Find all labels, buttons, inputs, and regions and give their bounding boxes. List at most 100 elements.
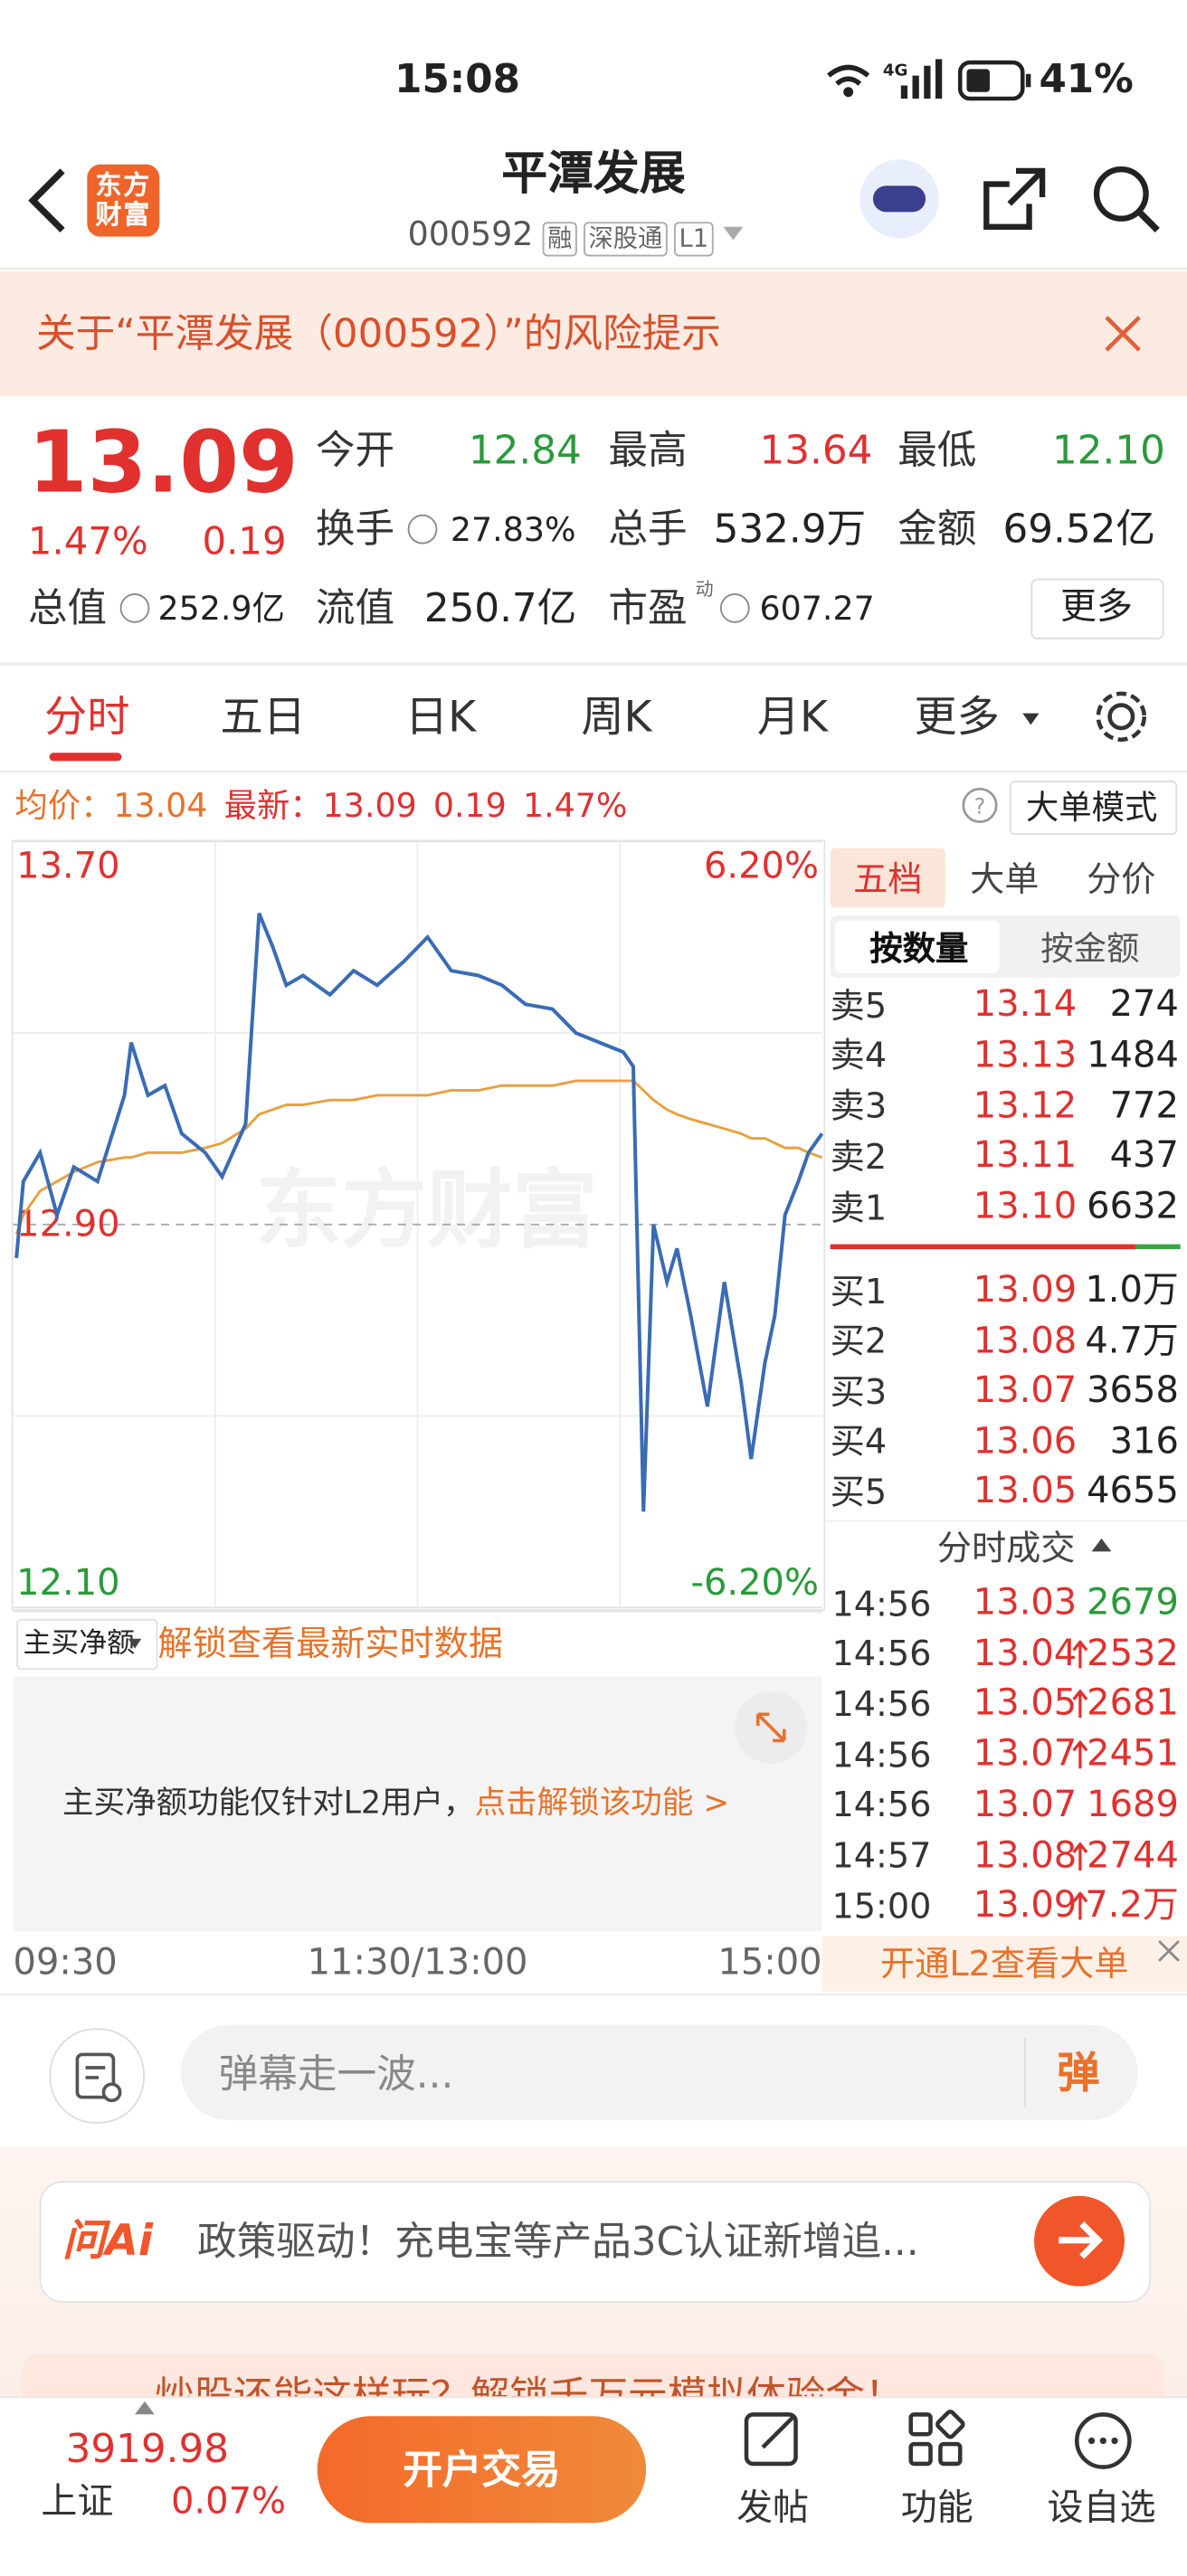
tab[interactable]: 更多: [914, 693, 1000, 743]
close-risk[interactable]: [1102, 312, 1144, 355]
trade-price: 13.09: [973, 1885, 1078, 1927]
tab[interactable]: 五日: [220, 693, 307, 743]
index-arrow: [135, 2401, 155, 2415]
y-tick-label: 12.10: [16, 1562, 119, 1604]
book-subtab[interactable]: 按金额: [1040, 928, 1140, 969]
trade-button-label[interactable]: 开户交易: [403, 2447, 561, 2494]
book-level: 买4: [830, 1422, 888, 1463]
tab-caret: [1022, 713, 1040, 725]
big-order-mode[interactable]: [1009, 781, 1178, 836]
post-icon[interactable]: [740, 2408, 806, 2474]
tag: 融: [542, 221, 577, 256]
price-line: [14, 913, 824, 1512]
ai-card[interactable]: [39, 2181, 1152, 2303]
promo-banner[interactable]: 炒股还能这样玩？解锁千万元模拟体验金！: [23, 2353, 1164, 2397]
watchlist-icon[interactable]: [1070, 2408, 1136, 2474]
more-button-label[interactable]: 更多: [1060, 586, 1134, 629]
field-value: 12.10: [1051, 427, 1165, 474]
book-level: 买3: [830, 1371, 888, 1412]
svg-text:?: ?: [974, 793, 986, 819]
book-volume: 6632: [1087, 1187, 1179, 1228]
index-pct: 0.07%: [170, 2481, 286, 2524]
search-button[interactable]: [1088, 161, 1164, 237]
trade-price: 13.03: [973, 1582, 1078, 1624]
book-price: 13.07: [973, 1370, 1078, 1413]
y-tick-label: 13.70: [16, 845, 119, 886]
y2-tick-label: 6.20%: [704, 845, 819, 886]
tag: L1: [674, 221, 714, 256]
selector-box[interactable]: [16, 1618, 158, 1671]
info-latest: 13.09: [322, 785, 417, 826]
expand-button[interactable]: [735, 1690, 808, 1764]
assistant-avatar[interactable]: [859, 159, 939, 239]
tab[interactable]: 月K: [756, 693, 829, 743]
divider: [0, 268, 1187, 270]
book-tab[interactable]: 大单: [970, 858, 1040, 899]
trade-price: 13.08: [973, 1834, 1078, 1877]
info-pct: 1.47%: [522, 785, 628, 826]
book-price: 13.06: [973, 1421, 1078, 1463]
divider: [0, 771, 1187, 773]
settings-button[interactable]: [1092, 687, 1151, 746]
trade-price: 13.05: [973, 1683, 1078, 1725]
price-line: [14, 1079, 823, 1235]
book-tab[interactable]: 五档: [853, 858, 923, 899]
divider: [825, 1520, 1187, 1522]
l2-banner-text[interactable]: 开通L2查看大单: [880, 1943, 1129, 1984]
risk-notice[interactable]: 关于“平潭发展（000592）”的风险提示: [35, 310, 721, 357]
unlock-link[interactable]: 解锁查看最新实时数据: [157, 1623, 504, 1663]
share-button[interactable]: [980, 165, 1049, 233]
mode-label[interactable]: 大单模式: [1025, 787, 1158, 828]
field-value: 532.9万: [713, 506, 867, 553]
trade-time: 15:00: [831, 1886, 932, 1927]
book-tab[interactable]: 分价: [1087, 858, 1156, 899]
trade-volume: 2744: [1087, 1834, 1179, 1877]
trade-button[interactable]: [317, 2416, 647, 2524]
locked-panel: [13, 1676, 822, 1932]
danmaku-settings[interactable]: [49, 2028, 145, 2124]
collapse-caret[interactable]: [1091, 1538, 1112, 1552]
risk-bar[interactable]: [0, 270, 1187, 396]
trade-volume: 2679: [1087, 1582, 1179, 1624]
info-icon[interactable]: [119, 592, 150, 623]
back-button[interactable]: [20, 165, 79, 237]
intraday-chart: 东方财富 13.70 12.90 12.10 6.20% -6.20% 09:30 11:30…: [13, 840, 824, 1984]
code-dropdown[interactable]: [723, 226, 744, 241]
more-button[interactable]: [1030, 578, 1164, 639]
selector[interactable]: 主买净额: [23, 1626, 136, 1660]
chart-frame: [11, 839, 826, 1611]
tab[interactable]: 周K: [581, 693, 652, 743]
tab[interactable]: 日K: [404, 693, 477, 743]
book-volume: 4655: [1087, 1472, 1179, 1513]
nav-action[interactable]: 功能: [900, 2488, 973, 2530]
close-l2[interactable]: [1154, 1937, 1184, 1966]
field-label: 今开: [315, 427, 395, 474]
price-change: 0.19: [202, 520, 287, 564]
danmaku-button[interactable]: 弹: [1057, 2050, 1100, 2099]
comment-input[interactable]: [180, 2024, 1138, 2121]
help-icon[interactable]: ?: [960, 786, 1000, 826]
nav-action[interactable]: 发帖: [736, 2488, 810, 2530]
divider: [13, 1610, 822, 1613]
ai-go[interactable]: [1034, 2195, 1125, 2287]
trade-time: 14:56: [831, 1735, 932, 1775]
book-volume: 3658: [1087, 1370, 1179, 1413]
field-label: 最低: [897, 427, 977, 474]
field-value: 27.83%: [450, 509, 576, 549]
tab[interactable]: 分时: [44, 693, 130, 743]
info-icon[interactable]: [407, 514, 438, 545]
book-level: 买2: [830, 1321, 888, 1361]
trade-time: 14:56: [831, 1583, 932, 1624]
unlock-cta[interactable]: 点击解锁该功能 >: [474, 1784, 730, 1821]
bid-bar: [1135, 1244, 1181, 1250]
l2-banner[interactable]: [821, 1936, 1187, 1993]
book-subtab[interactable]: 按数量: [869, 928, 969, 969]
trade-volume: 1689: [1087, 1785, 1179, 1826]
stock-code: 000592: [407, 213, 534, 253]
info-icon[interactable]: [719, 592, 750, 623]
function-icon[interactable]: [904, 2408, 970, 2474]
locked-notice: 主买净额功能仅针对L2用户，: [62, 1784, 475, 1821]
nav-action[interactable]: 设自选: [1047, 2488, 1156, 2530]
book-level: 卖4: [830, 1036, 888, 1075]
field-label: 总值: [27, 584, 108, 631]
